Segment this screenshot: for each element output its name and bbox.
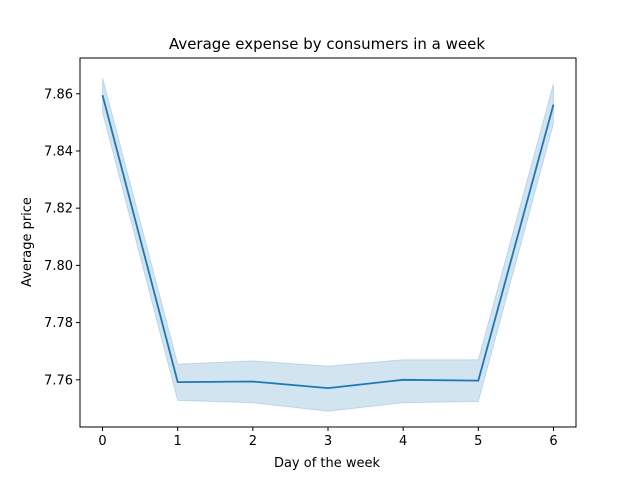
x-tick-label: 2	[249, 434, 257, 449]
y-tick-label: 7.82	[44, 202, 73, 217]
y-axis-label: Average price	[20, 197, 35, 287]
y-tick-label: 7.78	[44, 316, 73, 331]
confidence-band	[102, 77, 554, 412]
x-tick-label: 0	[98, 434, 106, 449]
x-axis-label: Day of the week	[274, 456, 381, 471]
x-tick-label: 1	[174, 434, 182, 449]
x-tick-label: 5	[474, 434, 482, 449]
x-tick-label: 4	[399, 434, 407, 449]
y-tick-label: 7.80	[44, 259, 73, 274]
series-line	[101, 94, 555, 390]
y-tick-label: 7.76	[44, 373, 73, 388]
y-tick-label: 7.86	[44, 87, 73, 102]
chart-title: Average expense by consumers in a week	[169, 35, 485, 53]
plot-area: 0 1 2 3 4 5 6 7.76 7.78 7.80 7.82 7.84 7.86	[44, 57, 577, 449]
x-tick-label: 6	[549, 434, 557, 449]
x-tick-label: 3	[324, 434, 332, 449]
y-tick-label: 7.84	[44, 144, 73, 159]
